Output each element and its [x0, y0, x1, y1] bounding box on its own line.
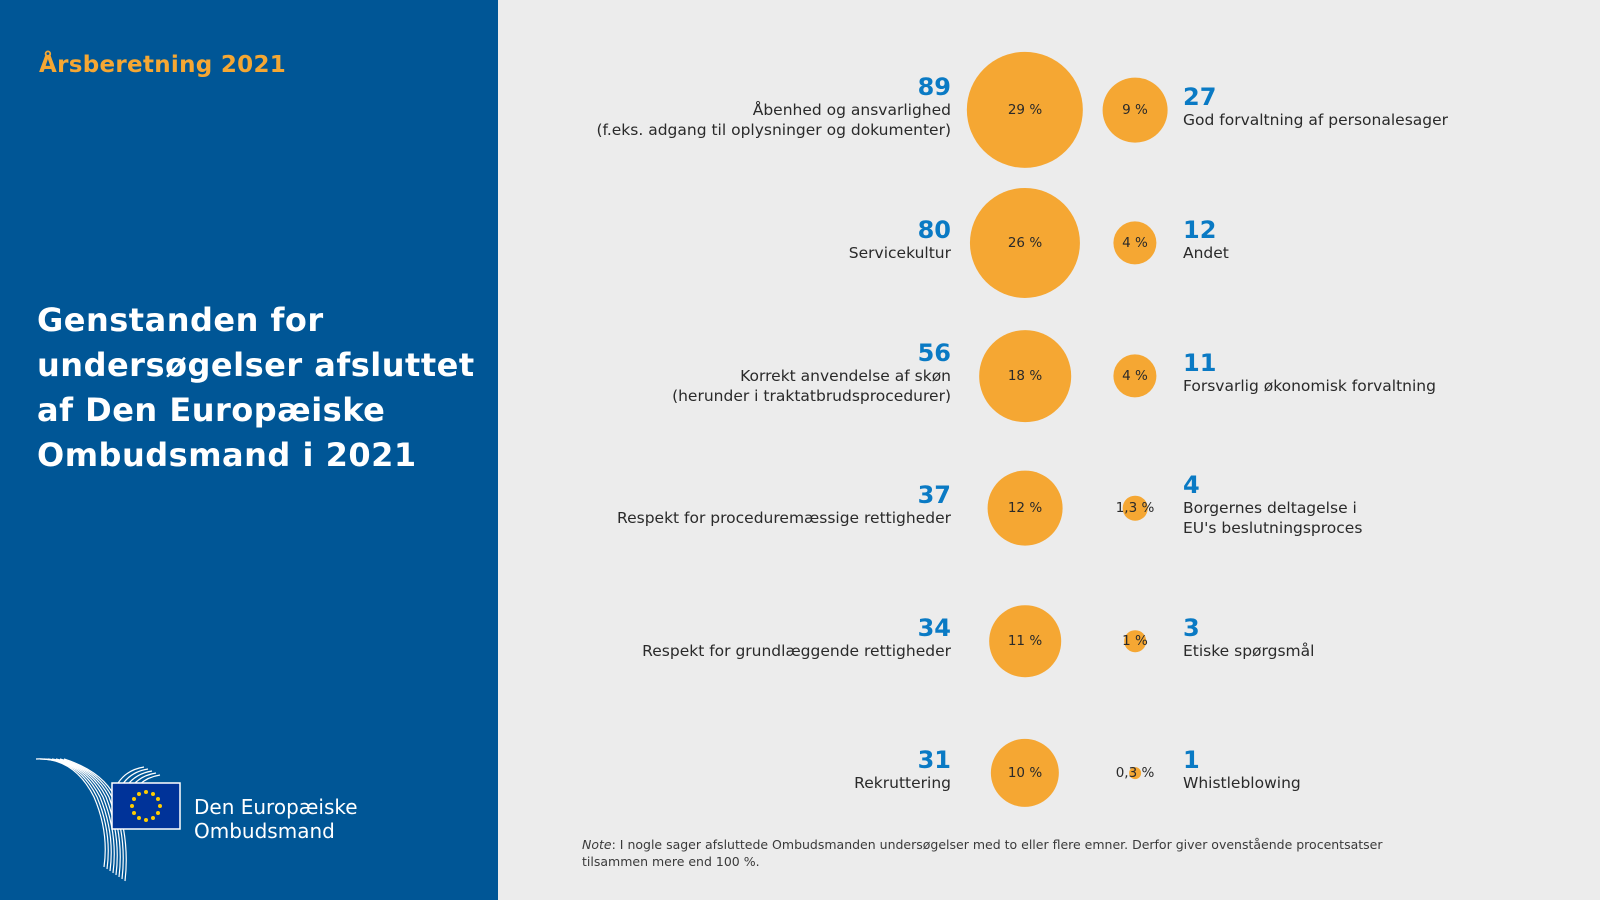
footnote: Note: I nogle sager afsluttede Ombudsman…	[582, 836, 1402, 870]
percent-label: 11 %	[1007, 633, 1043, 649]
bubble-right	[1129, 767, 1141, 779]
eu-flag-stars	[130, 790, 162, 822]
percent-label: 9 %	[1122, 102, 1148, 118]
percent-label: 26 %	[1007, 235, 1043, 251]
percent-label: 4 %	[1122, 235, 1148, 251]
category-label: Respekt for grundlæggende rettigheder	[642, 642, 951, 660]
note-prefix: Note	[582, 837, 612, 852]
bubble-left	[989, 605, 1061, 677]
bubble-right	[1113, 354, 1157, 398]
percent-label: 18 %	[1007, 368, 1043, 384]
count-value: 31	[917, 746, 951, 774]
bubble-right	[1124, 630, 1146, 652]
percent-label: 29 %	[1007, 102, 1043, 118]
category-label: Forsvarlig økonomisk forvaltning	[1183, 377, 1436, 395]
category-label: Etiske spørgsmål	[1183, 642, 1315, 660]
page-title: Genstanden for undersøgelser afsluttet a…	[37, 301, 475, 474]
category-label: Respekt for proceduremæssige rettigheder	[617, 509, 951, 527]
logo-text: Den Europæiske Ombudsmand	[194, 795, 358, 843]
count-value: 1	[1183, 746, 1200, 774]
count-value: 3	[1183, 614, 1200, 642]
percent-label: 1 %	[1122, 633, 1148, 649]
count-value: 11	[1183, 349, 1217, 377]
percent-label: 0,3 %	[1115, 765, 1155, 781]
eu-ombudsman-logo-icon	[35, 758, 181, 882]
category-label: God forvaltning af personalesager	[1183, 111, 1449, 129]
bubble-chart: 29 % 89 Åbenhed og ansvarlighed (f.eks. ad…	[498, 0, 1600, 900]
count-value: 12	[1183, 216, 1217, 244]
note-text: : I nogle sager afsluttede Ombudsmanden …	[582, 837, 1383, 869]
category-label: Whistleblowing	[1183, 774, 1301, 792]
bubble-right	[1113, 221, 1157, 265]
bubble-left	[990, 738, 1060, 808]
category-label: Servicekultur	[848, 244, 951, 262]
category-label: Borgernes deltagelse i EU's beslutningsp…	[1183, 499, 1363, 537]
percent-label: 1,3 %	[1115, 500, 1155, 516]
eu-flag	[111, 782, 181, 830]
count-value: 34	[917, 614, 951, 642]
category-label: Åbenhed og ansvarlighed (f.eks. adgang t…	[596, 101, 951, 139]
count-value: 89	[917, 73, 951, 101]
logo-text-line1: Den Europæiske	[194, 795, 358, 819]
count-value: 56	[917, 339, 951, 367]
percent-label: 10 %	[1007, 765, 1043, 781]
count-value: 80	[917, 216, 951, 244]
category-label: Rekruttering	[854, 774, 951, 792]
count-value: 27	[1183, 83, 1217, 111]
left-panel: Årsberetning 2021 Genstanden for undersø…	[0, 0, 498, 900]
bubble-right	[1102, 77, 1168, 143]
count-value: 4	[1183, 471, 1200, 499]
bubble-left	[979, 330, 1071, 422]
bubble-left	[987, 470, 1063, 546]
bubble-left	[966, 51, 1084, 169]
bubble-left	[969, 187, 1081, 299]
report-label: Årsberetning 2021	[39, 52, 287, 78]
category-label: Korrekt anvendelse af skøn (herunder i t…	[672, 367, 951, 405]
category-label: Andet	[1183, 244, 1229, 262]
percent-label: 12 %	[1007, 500, 1043, 516]
logo-text-line2: Ombudsmand	[194, 819, 335, 843]
count-value: 37	[917, 481, 951, 509]
bubble-right	[1122, 495, 1148, 521]
percent-label: 4 %	[1122, 368, 1148, 384]
